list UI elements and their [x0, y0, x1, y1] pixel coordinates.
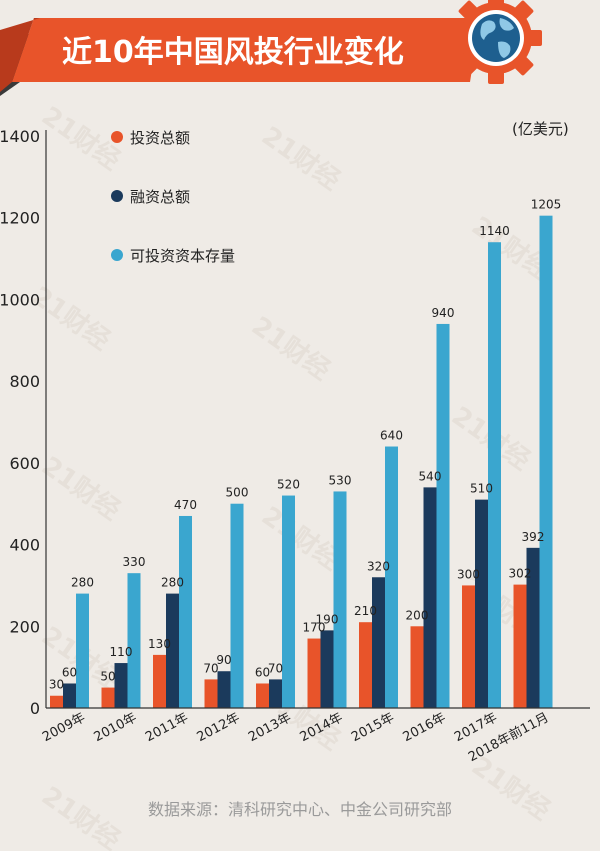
- bar: [153, 654, 166, 708]
- bar: [76, 593, 89, 708]
- data-label: 50: [100, 670, 115, 684]
- y-tick-label: 600: [9, 454, 40, 473]
- y-tick-label: 400: [9, 536, 40, 555]
- watermark-text: 21财经: [246, 310, 336, 386]
- data-label: 170: [303, 621, 326, 635]
- data-label: 1140: [479, 224, 510, 238]
- data-label: 320: [367, 559, 390, 573]
- y-tick-label: 1400: [0, 127, 40, 146]
- bar: [359, 622, 372, 708]
- globe-gear-icon: [450, 0, 542, 84]
- data-label: 330: [123, 555, 146, 569]
- bar: [230, 503, 244, 708]
- data-label: 302: [509, 567, 532, 581]
- data-label: 940: [432, 306, 455, 320]
- data-label: 130: [148, 637, 171, 651]
- y-tick-label: 1200: [0, 209, 40, 228]
- bar: [526, 547, 540, 708]
- data-label: 190: [316, 612, 339, 626]
- bar: [179, 515, 192, 708]
- bar: [462, 585, 475, 708]
- data-label: 70: [203, 661, 218, 675]
- x-tick-label: 2016年: [401, 710, 449, 745]
- x-tick-label: 2015年: [349, 710, 397, 745]
- y-tick-label: 800: [9, 372, 40, 391]
- data-label: 110: [110, 645, 133, 659]
- watermark-text: 21财经: [256, 500, 346, 576]
- y-axis: 0 200 400 600 800 1000 1200 1400: [0, 127, 47, 718]
- bar: [333, 491, 347, 708]
- bar: [217, 671, 231, 708]
- bar: [63, 683, 76, 708]
- data-label: 540: [419, 469, 442, 483]
- data-label: 520: [277, 478, 300, 492]
- data-label: 30: [49, 678, 64, 692]
- bar: [320, 630, 334, 708]
- y-tick-label: 200: [9, 617, 40, 636]
- y-tick-label: 1000: [0, 290, 40, 309]
- data-label: 470: [174, 498, 197, 512]
- bar: [204, 679, 218, 708]
- bar: [372, 577, 385, 708]
- legend-label: 可投资资本存量: [130, 247, 235, 265]
- x-tick-label: 2009年: [40, 710, 88, 745]
- data-label: 640: [380, 429, 403, 443]
- bar: [114, 663, 128, 708]
- x-tick-label: 2012年: [195, 710, 243, 745]
- bar: [50, 695, 63, 708]
- chart-title: 近10年中国风投行业变化: [62, 35, 404, 70]
- y-tick-label: 0: [30, 699, 40, 718]
- data-label: 530: [329, 473, 352, 487]
- data-label: 90: [216, 653, 231, 667]
- bar: [410, 626, 424, 708]
- data-label: 70: [268, 661, 283, 675]
- watermark-text: 21财经: [36, 450, 126, 526]
- legend-marker: [111, 190, 123, 202]
- bar: [513, 584, 527, 708]
- bar: [385, 446, 398, 708]
- data-label: 210: [354, 604, 377, 618]
- bar: [256, 683, 269, 708]
- bar: [127, 573, 141, 708]
- bar: [436, 323, 450, 708]
- bar: [307, 638, 321, 708]
- bar: [488, 242, 501, 708]
- bar: [423, 487, 437, 708]
- data-label: 300: [457, 567, 480, 581]
- bar: [166, 593, 179, 708]
- data-label: 280: [71, 576, 94, 590]
- legend-label: 投资总额: [130, 129, 190, 147]
- data-label: 200: [406, 608, 429, 622]
- bar-series-layer: [50, 215, 553, 708]
- bar: [282, 495, 295, 708]
- data-label: 60: [255, 665, 270, 679]
- data-label: 1205: [531, 198, 562, 212]
- source-note: 数据来源：清科研究中心、中金公司研究部: [148, 800, 452, 819]
- bar: [101, 687, 115, 708]
- watermark-text: 21财经: [36, 780, 126, 851]
- data-label: 500: [226, 486, 249, 500]
- data-label: 392: [522, 530, 545, 544]
- bar: [475, 499, 488, 708]
- x-tick-label: 2011年: [143, 710, 191, 745]
- data-label: 60: [62, 665, 77, 679]
- data-label: 280: [161, 576, 184, 590]
- watermark-text: 21财经: [256, 120, 346, 196]
- x-tick-label: 2010年: [92, 710, 140, 745]
- unit-label: (亿美元): [512, 120, 569, 138]
- data-label: 510: [470, 482, 493, 496]
- legend-marker: [111, 131, 123, 143]
- value-label-layer: 3060280501103301302804707090500607052017…: [49, 198, 561, 692]
- legend-label: 融资总额: [130, 188, 190, 206]
- bar: [539, 215, 553, 708]
- title-banner: 近10年中国风投行业变化: [0, 0, 542, 96]
- legend-marker: [111, 249, 123, 261]
- bar: [269, 679, 282, 708]
